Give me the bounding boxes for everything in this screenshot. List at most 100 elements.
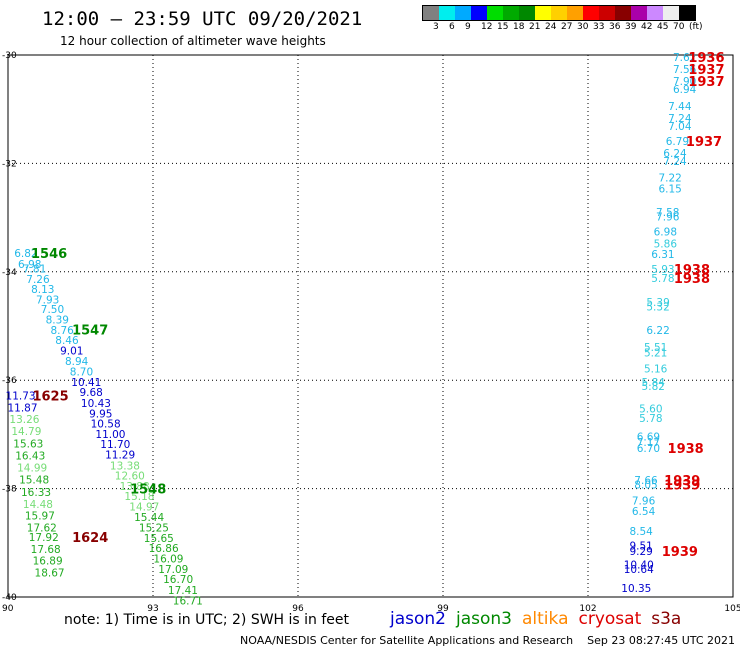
legend-label: 36 bbox=[609, 22, 621, 32]
pass-time-label: 1625 bbox=[32, 389, 68, 404]
legend-swatch bbox=[599, 6, 615, 20]
x-tick-label: 99 bbox=[437, 604, 449, 614]
wave-height-point: 7.56 bbox=[673, 64, 697, 76]
legend-label: 3 bbox=[433, 22, 439, 32]
legend-label: 24 bbox=[545, 22, 557, 32]
legend-label: 15 bbox=[497, 22, 509, 32]
pass-time-label: 1547 bbox=[72, 323, 108, 338]
wave-height-point: 13.38 bbox=[110, 460, 140, 472]
legend-label: (ft) bbox=[689, 22, 703, 32]
wave-height-point: 16.89 bbox=[33, 556, 63, 568]
wave-height-point: 7.26 bbox=[26, 274, 50, 286]
wave-height-point: 6.54 bbox=[632, 506, 656, 518]
wave-height-point: 10.43 bbox=[81, 398, 111, 410]
wave-height-point: 11.29 bbox=[105, 449, 135, 461]
wave-height-point: 9.51 bbox=[629, 541, 652, 553]
wave-height-point: 15.63 bbox=[13, 439, 43, 451]
wave-height-point: 6.79 bbox=[666, 136, 689, 148]
pass-time-label: 1939 bbox=[664, 478, 700, 493]
wave-height-point: 8.76 bbox=[50, 325, 74, 337]
wave-height-point: 7.17 bbox=[637, 437, 660, 449]
x-tick-label: 102 bbox=[579, 604, 596, 614]
wave-height-point: 17.09 bbox=[158, 564, 188, 576]
pass-time-label: 1548 bbox=[130, 483, 166, 498]
wave-height-point: 11.00 bbox=[95, 429, 125, 441]
legend-swatch bbox=[567, 6, 583, 20]
legend-label: 30 bbox=[577, 22, 589, 32]
y-tick-label: -36 bbox=[2, 376, 17, 386]
footer-credit: NOAA/NESDIS Center for Satellite Applica… bbox=[240, 634, 736, 647]
legend-swatch bbox=[583, 6, 599, 20]
wave-height-point: 10.41 bbox=[71, 377, 101, 389]
wave-height-point: 15.48 bbox=[19, 474, 49, 486]
legend-label: 18 bbox=[513, 22, 525, 32]
wave-height-point: 11.70 bbox=[100, 439, 130, 451]
wave-height-point: 6.70 bbox=[637, 443, 660, 455]
wave-height-point: 5.60 bbox=[639, 403, 662, 415]
wave-height-point: 7.50 bbox=[41, 304, 64, 316]
wave-height-point: 7.93 bbox=[36, 294, 59, 306]
wave-height-point: 10.64 bbox=[624, 564, 654, 576]
wave-height-point: 7.24 bbox=[668, 113, 692, 125]
wave-height-point: 16.71 bbox=[173, 595, 203, 607]
y-tick-label: -34 bbox=[2, 268, 17, 278]
wave-height-point: 16.33 bbox=[21, 487, 51, 499]
wave-height-point: 6.22 bbox=[646, 325, 669, 337]
wave-height-point: 6.82 bbox=[14, 248, 37, 260]
wave-height-point: 18.67 bbox=[35, 568, 65, 580]
note-text: note: 1) Time is in UTC; 2) SWH is in fe… bbox=[64, 612, 350, 628]
x-tick-label: 90 bbox=[2, 604, 14, 614]
wave-height-point: 5.21 bbox=[644, 348, 667, 360]
chart-title: 12:00 — 23:59 UTC 09/20/2021 bbox=[42, 8, 363, 30]
y-tick-label: -40 bbox=[2, 593, 17, 603]
wave-height-point: 9.68 bbox=[79, 387, 102, 399]
legend-swatch bbox=[535, 6, 551, 20]
legend-label: 12 bbox=[481, 22, 493, 32]
legend-label: 45 bbox=[657, 22, 669, 32]
wave-height-point: 14.99 bbox=[17, 462, 47, 474]
pass-time-label: 1938 bbox=[674, 263, 710, 278]
wave-height-point: 13.88 bbox=[120, 481, 150, 493]
legend-swatch bbox=[455, 6, 471, 20]
pass-time-label: 1939 bbox=[662, 545, 698, 560]
wave-height-point: 14.79 bbox=[11, 426, 41, 438]
legend-label: 33 bbox=[593, 22, 605, 32]
legend-label: 42 bbox=[641, 22, 653, 32]
legend-swatch bbox=[615, 6, 631, 20]
wave-height-point: 8.13 bbox=[31, 284, 54, 296]
pass-time-label: 1937 bbox=[688, 63, 724, 78]
wave-height-point: 11.73 bbox=[6, 390, 36, 402]
wave-height-point: 10.35 bbox=[621, 583, 651, 595]
y-tick-label: -30 bbox=[2, 51, 17, 61]
satellite-label: altika bbox=[522, 609, 569, 629]
wave-height-point: 10.40 bbox=[624, 559, 654, 571]
wave-height-point: 5.32 bbox=[646, 301, 669, 313]
wave-height-point: 6.98 bbox=[654, 227, 677, 239]
wave-height-point: 6.31 bbox=[651, 249, 674, 261]
satellite-label: s3a bbox=[651, 609, 682, 629]
wave-height-point: 9.29 bbox=[629, 546, 652, 558]
plot-frame bbox=[7, 54, 734, 598]
wave-height-point: 10.58 bbox=[91, 419, 121, 431]
wave-height-point: 15.65 bbox=[144, 533, 174, 545]
wave-height-point: 5.82 bbox=[642, 381, 665, 393]
x-tick-label: 93 bbox=[147, 604, 158, 614]
legend-swatch bbox=[439, 6, 455, 20]
wave-height-point: 15.97 bbox=[25, 511, 55, 523]
wave-height-point: 16.86 bbox=[149, 543, 179, 555]
y-tick-label: -32 bbox=[2, 159, 17, 169]
wave-height-point: 8.05 bbox=[634, 479, 657, 491]
wave-height-point: 6.98 bbox=[18, 259, 41, 271]
color-legend bbox=[422, 5, 696, 21]
wave-height-point: 5.78 bbox=[639, 413, 662, 425]
legend-swatch bbox=[631, 6, 647, 20]
legend-swatch bbox=[487, 6, 503, 20]
wave-height-point: 7.62 bbox=[673, 52, 696, 64]
wave-height-point: 7.58 bbox=[656, 207, 679, 219]
wave-height-point: 11.87 bbox=[7, 402, 37, 414]
satellite-label: jason2 bbox=[390, 609, 446, 629]
wave-height-point: 15.18 bbox=[124, 491, 154, 503]
wave-height-point: 16.70 bbox=[163, 574, 193, 586]
wave-height-point: 17.41 bbox=[168, 585, 198, 597]
wave-height-point: 12.60 bbox=[115, 471, 145, 483]
